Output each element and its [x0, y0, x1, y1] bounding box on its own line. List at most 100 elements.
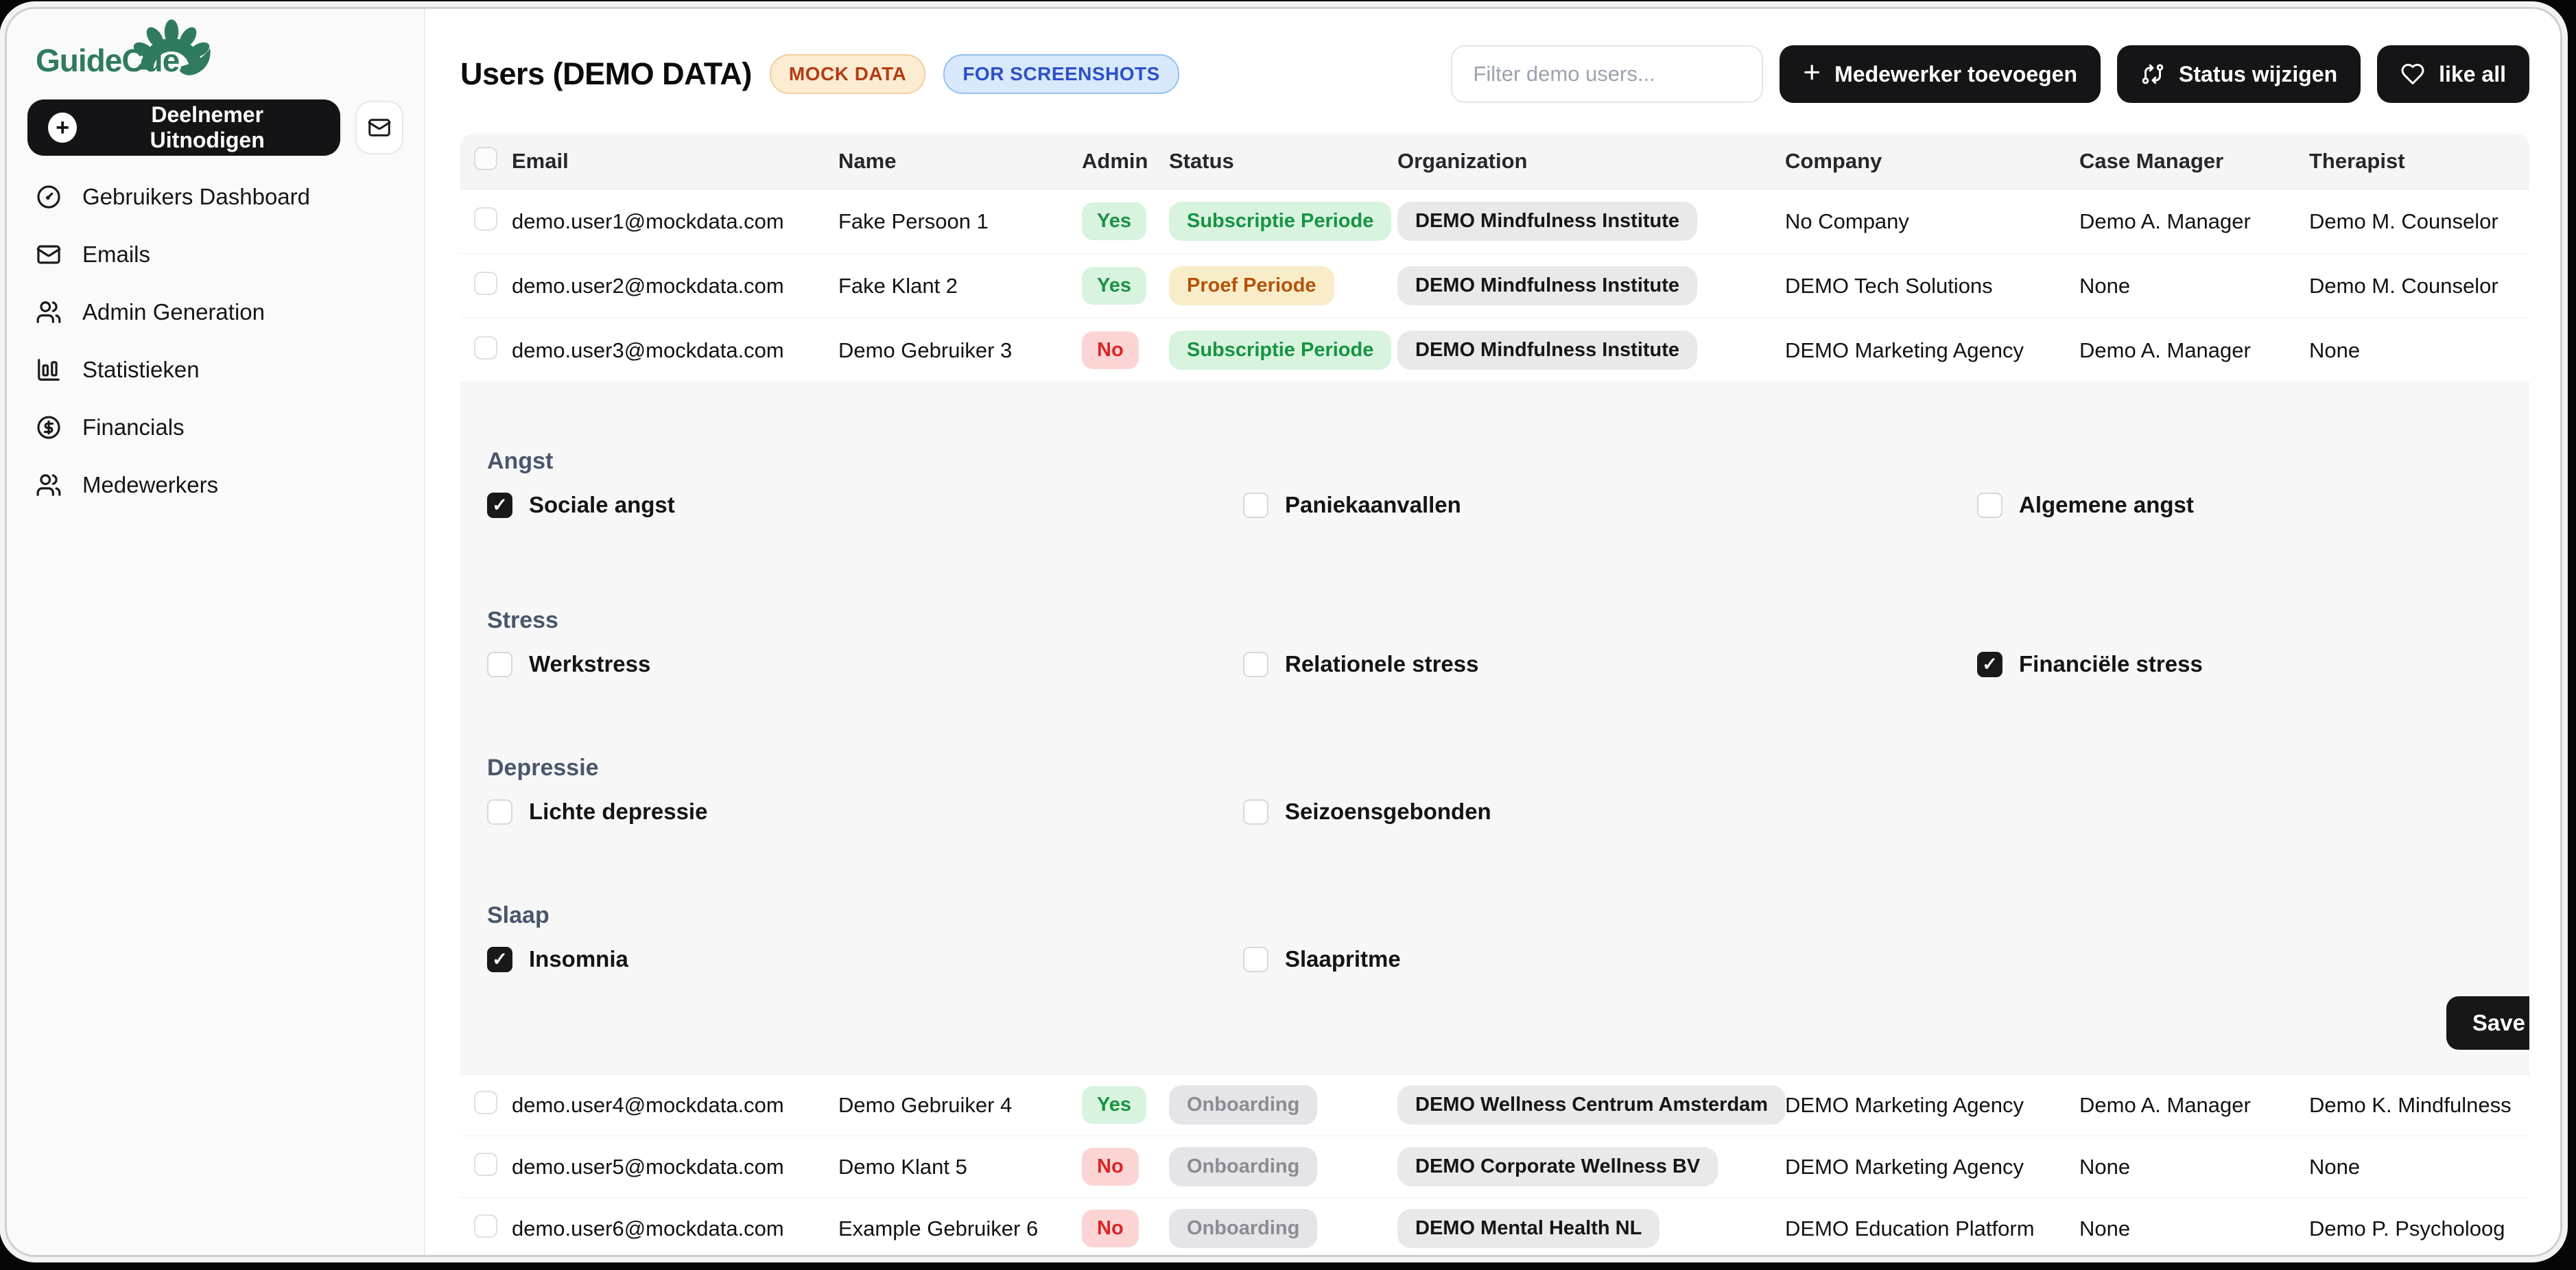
sidebar-item-gebruikers-dashboard[interactable]: Gebruikers Dashboard: [27, 168, 403, 226]
invite-participant-button[interactable]: + Deelnemer Uitnodigen: [27, 99, 340, 156]
checkbox-icon[interactable]: [487, 946, 512, 972]
column-header-company: Company: [1785, 149, 1882, 173]
organization-badge: DEMO Mindfulness Institute: [1397, 202, 1698, 241]
form-group-slaap: Slaap Insomnia Slaapritme: [487, 902, 2529, 1005]
mail-icon: [368, 119, 391, 137]
sidebar-item-emails[interactable]: Emails: [27, 226, 403, 283]
status-badge: Proef Periode: [1169, 266, 1334, 305]
cell-company: DEMO Marketing Agency: [1785, 1092, 2024, 1117]
sidebar-item-financials[interactable]: Financials: [27, 399, 403, 456]
checkbox-option-financiele-stress[interactable]: Financiële stress: [1977, 651, 2203, 677]
checkbox-label: Sociale angst: [529, 492, 675, 517]
group-label: Stress: [487, 607, 558, 633]
checkbox-option-lichte-depressie[interactable]: Lichte depressie: [487, 799, 707, 825]
table-row: demo.user5@mockdata.com Demo Klant 5 No …: [460, 1136, 2529, 1198]
checkbox-icon[interactable]: [487, 651, 512, 677]
checkbox-label: Financiële stress: [2019, 651, 2203, 677]
checkbox-icon[interactable]: [1243, 492, 1268, 518]
add-employee-button[interactable]: + Medewerker toevoegen: [1780, 45, 2101, 103]
cell-name: Demo Gebruiker 3: [838, 338, 1013, 362]
group-label: Depressie: [487, 755, 599, 781]
like-all-button[interactable]: like all: [2377, 45, 2529, 103]
admin-badge: No: [1082, 331, 1139, 369]
cell-therapist: Demo P. Psycholoog: [2309, 1216, 2505, 1240]
admin-badge: No: [1082, 1148, 1139, 1186]
checkbox-option-insomnia[interactable]: Insomnia: [487, 946, 628, 972]
sidebar-item-statistieken[interactable]: Statistieken: [27, 341, 403, 399]
cell-name: Fake Persoon 1: [838, 209, 989, 233]
cell-therapist: Demo M. Counselor: [2309, 209, 2498, 233]
row-checkbox[interactable]: [474, 1214, 497, 1238]
mail-icon: [36, 245, 61, 264]
title-group: Users (DEMO DATA) MOCK DATA FOR SCREENSH…: [460, 54, 1179, 94]
cell-email: demo.user3@mockdata.com: [512, 338, 784, 362]
column-header-case-manager: Case Manager: [2079, 149, 2224, 173]
sidebar-item-medewerkers[interactable]: Medewerkers: [27, 456, 403, 514]
column-header-therapist: Therapist: [2309, 149, 2405, 173]
checkbox-option-werkstress[interactable]: Werkstress: [487, 651, 650, 677]
row-checkbox[interactable]: [474, 336, 497, 360]
row-checkbox[interactable]: [474, 271, 497, 295]
organization-badge: DEMO Mindfulness Institute: [1397, 266, 1698, 305]
add-employee-label: Medewerker toevoegen: [1834, 61, 2078, 86]
row-checkbox[interactable]: [474, 207, 497, 231]
sidebar-item-label: Admin Generation: [82, 299, 265, 325]
select-all-checkbox[interactable]: [474, 147, 497, 170]
checkbox-option-seizoensgebonden[interactable]: Seizoensgebonden: [1243, 799, 1491, 825]
checkbox-icon[interactable]: [487, 799, 512, 825]
cell-company: DEMO Tech Solutions: [1785, 273, 1993, 298]
column-header-organization: Organization: [1397, 149, 1528, 173]
symptoms-form-panel: Angst Sociale angst Paniekaanvallen Alge…: [460, 383, 2529, 1074]
checkbox-option-algemene-angst[interactable]: Algemene angst: [1977, 492, 2194, 518]
checkbox-icon[interactable]: [1977, 651, 2002, 677]
users-icon: [36, 301, 61, 323]
checkbox-option-paniekaanvallen[interactable]: Paniekaanvallen: [1243, 492, 1461, 518]
change-status-button[interactable]: Status wijzigen: [2117, 45, 2361, 103]
cell-therapist: Demo K. Mindfulness: [2309, 1092, 2512, 1117]
users-table: Email Name Admin Status Organization Com…: [460, 134, 2529, 1255]
sidebar-item-label: Statistieken: [82, 357, 200, 382]
cell-case-manager: None: [2079, 1154, 2131, 1179]
gauge-icon: [37, 185, 60, 209]
cell-email: demo.user4@mockdata.com: [512, 1092, 784, 1117]
checkbox-icon[interactable]: [1243, 799, 1268, 825]
sidebar-nav: Gebruikers Dashboard Emails Admin Genera…: [27, 168, 403, 514]
cell-case-manager: None: [2079, 273, 2131, 298]
sidebar-item-admin-generation[interactable]: Admin Generation: [27, 283, 403, 341]
cell-company: DEMO Marketing Agency: [1785, 1154, 2024, 1179]
checkbox-icon[interactable]: [487, 492, 512, 518]
table-header-row: Email Name Admin Status Organization Com…: [460, 134, 2529, 189]
bar-chart-icon: [38, 359, 60, 381]
form-group-angst: Angst Sociale angst Paniekaanvallen Alge…: [487, 448, 2529, 551]
checkbox-icon[interactable]: [1243, 946, 1268, 972]
checkbox-option-relationele-stress[interactable]: Relationele stress: [1243, 651, 1478, 677]
cell-name: Fake Klant 2: [838, 273, 958, 298]
page-title: Users (DEMO DATA): [460, 56, 752, 91]
status-badge: Onboarding: [1169, 1085, 1318, 1125]
cell-email: demo.user1@mockdata.com: [512, 209, 784, 233]
checkbox-icon[interactable]: [1977, 492, 2002, 518]
status-badge: Subscriptie Periode: [1169, 202, 1392, 241]
checkbox-option-slaapritme[interactable]: Slaapritme: [1243, 946, 1401, 972]
cell-therapist: Demo M. Counselor: [2309, 273, 2498, 298]
checkbox-label: Insomnia: [529, 946, 628, 972]
sidebar-item-label: Financials: [82, 414, 185, 440]
checkbox-icon[interactable]: [1243, 651, 1268, 677]
cell-name: Demo Gebruiker 4: [838, 1092, 1013, 1117]
table-row: demo.user1@mockdata.com Fake Persoon 1 Y…: [460, 189, 2529, 254]
filter-users-input[interactable]: [1451, 45, 1764, 103]
table-row: demo.user3@mockdata.com Demo Gebruiker 3…: [460, 318, 2529, 383]
invite-participant-label: Deelnemer Uitnodigen: [150, 102, 265, 152]
mail-button[interactable]: [355, 101, 403, 154]
checkbox-option-sociale-angst[interactable]: Sociale angst: [487, 492, 675, 518]
form-group-depressie: Depressie Lichte depressie Seizoensgebon…: [487, 755, 2529, 858]
row-checkbox[interactable]: [474, 1090, 497, 1114]
cell-name: Demo Klant 5: [838, 1154, 967, 1179]
sidebar-item-label: Gebruikers Dashboard: [82, 184, 310, 209]
column-header-status: Status: [1169, 149, 1234, 173]
cell-email: demo.user6@mockdata.com: [512, 1216, 784, 1240]
row-checkbox[interactable]: [474, 1152, 497, 1176]
save-button[interactable]: Save: [2446, 996, 2529, 1050]
cell-company: No Company: [1785, 209, 1909, 233]
